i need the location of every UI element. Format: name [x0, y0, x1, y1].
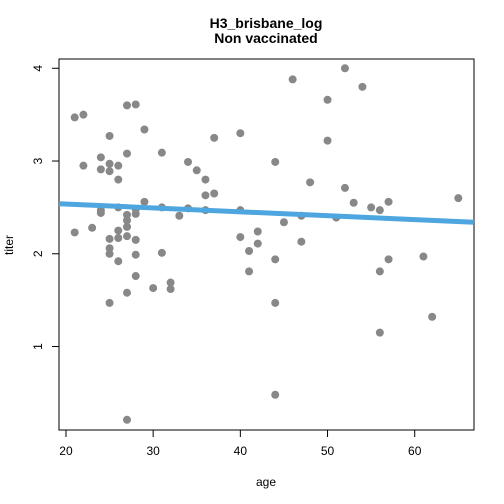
data-points — [70, 64, 463, 424]
data-point — [367, 203, 376, 212]
y-axis-label: titer — [2, 235, 16, 255]
data-point — [201, 191, 210, 200]
data-point — [210, 189, 219, 198]
data-point — [123, 288, 132, 297]
data-point — [114, 161, 123, 170]
data-point — [288, 75, 297, 84]
data-point — [131, 272, 140, 281]
data-point — [349, 198, 358, 207]
data-point — [105, 249, 114, 258]
data-point — [323, 136, 332, 145]
x-tick-label: 20 — [59, 444, 73, 458]
x-tick-label: 60 — [408, 444, 422, 458]
data-point — [79, 161, 88, 170]
x-axis-label: age — [256, 475, 276, 489]
data-point — [253, 239, 262, 248]
data-point — [340, 64, 349, 73]
data-point — [123, 415, 132, 424]
data-point — [271, 298, 280, 307]
data-point — [236, 233, 245, 242]
data-point — [384, 255, 393, 264]
data-point — [114, 234, 123, 243]
data-point — [297, 237, 306, 246]
data-point — [105, 159, 114, 168]
data-point — [123, 149, 132, 158]
data-point — [131, 235, 140, 244]
data-point — [358, 82, 367, 91]
data-point — [375, 328, 384, 337]
data-point — [114, 175, 123, 184]
y-tick-label: 3 — [31, 157, 45, 164]
data-point — [131, 250, 140, 259]
data-point — [96, 208, 105, 217]
data-point — [114, 257, 123, 266]
regression-line — [58, 201, 475, 225]
data-point — [166, 285, 175, 294]
data-point — [184, 157, 193, 166]
plot-frame — [58, 58, 475, 431]
x-tick-label: 50 — [321, 444, 335, 458]
data-point — [105, 234, 114, 243]
data-point — [245, 246, 254, 255]
data-point — [157, 148, 166, 157]
data-point — [157, 248, 166, 257]
data-point — [384, 197, 393, 206]
data-point — [70, 228, 79, 237]
data-point — [175, 211, 184, 220]
data-point — [123, 101, 132, 110]
data-point — [105, 298, 114, 307]
data-point — [123, 216, 132, 225]
data-point — [245, 267, 254, 276]
data-point — [166, 278, 175, 287]
data-point — [114, 226, 123, 235]
data-point — [140, 125, 149, 134]
data-point — [149, 284, 158, 293]
x-tick-label: 30 — [146, 444, 160, 458]
data-point — [105, 244, 114, 253]
data-point — [123, 232, 132, 241]
data-point — [79, 110, 88, 119]
y-axis: 1 2 3 4 — [31, 65, 60, 350]
data-point — [271, 157, 280, 166]
data-point — [279, 218, 288, 227]
data-point — [105, 167, 114, 176]
data-point — [131, 209, 140, 218]
data-point — [96, 165, 105, 174]
data-point — [428, 312, 437, 321]
y-tick-label: 4 — [31, 65, 45, 72]
data-point — [70, 113, 79, 122]
data-point — [105, 131, 114, 140]
data-point — [192, 166, 201, 175]
data-point — [201, 175, 210, 184]
data-point — [96, 153, 105, 162]
data-point — [253, 227, 262, 236]
data-point — [419, 252, 428, 261]
y-tick-label: 1 — [31, 343, 45, 350]
data-point — [131, 100, 140, 109]
data-point — [340, 183, 349, 192]
data-point — [123, 222, 132, 231]
chart-title: H3_brisbane_log — [210, 15, 323, 31]
data-point — [375, 206, 384, 215]
data-point — [323, 95, 332, 104]
x-tick-label: 40 — [234, 444, 248, 458]
x-axis: 20 30 40 50 60 — [59, 429, 422, 458]
y-tick-label: 2 — [31, 250, 45, 257]
data-point — [454, 194, 463, 203]
data-point — [236, 129, 245, 138]
data-point — [123, 210, 132, 219]
data-point — [306, 178, 315, 187]
data-point — [271, 390, 280, 399]
chart-subtitle: Non vaccinated — [214, 30, 317, 46]
data-point — [140, 197, 149, 206]
data-point — [375, 267, 384, 276]
data-point — [210, 133, 219, 142]
data-point — [271, 255, 280, 264]
data-point — [88, 223, 97, 232]
